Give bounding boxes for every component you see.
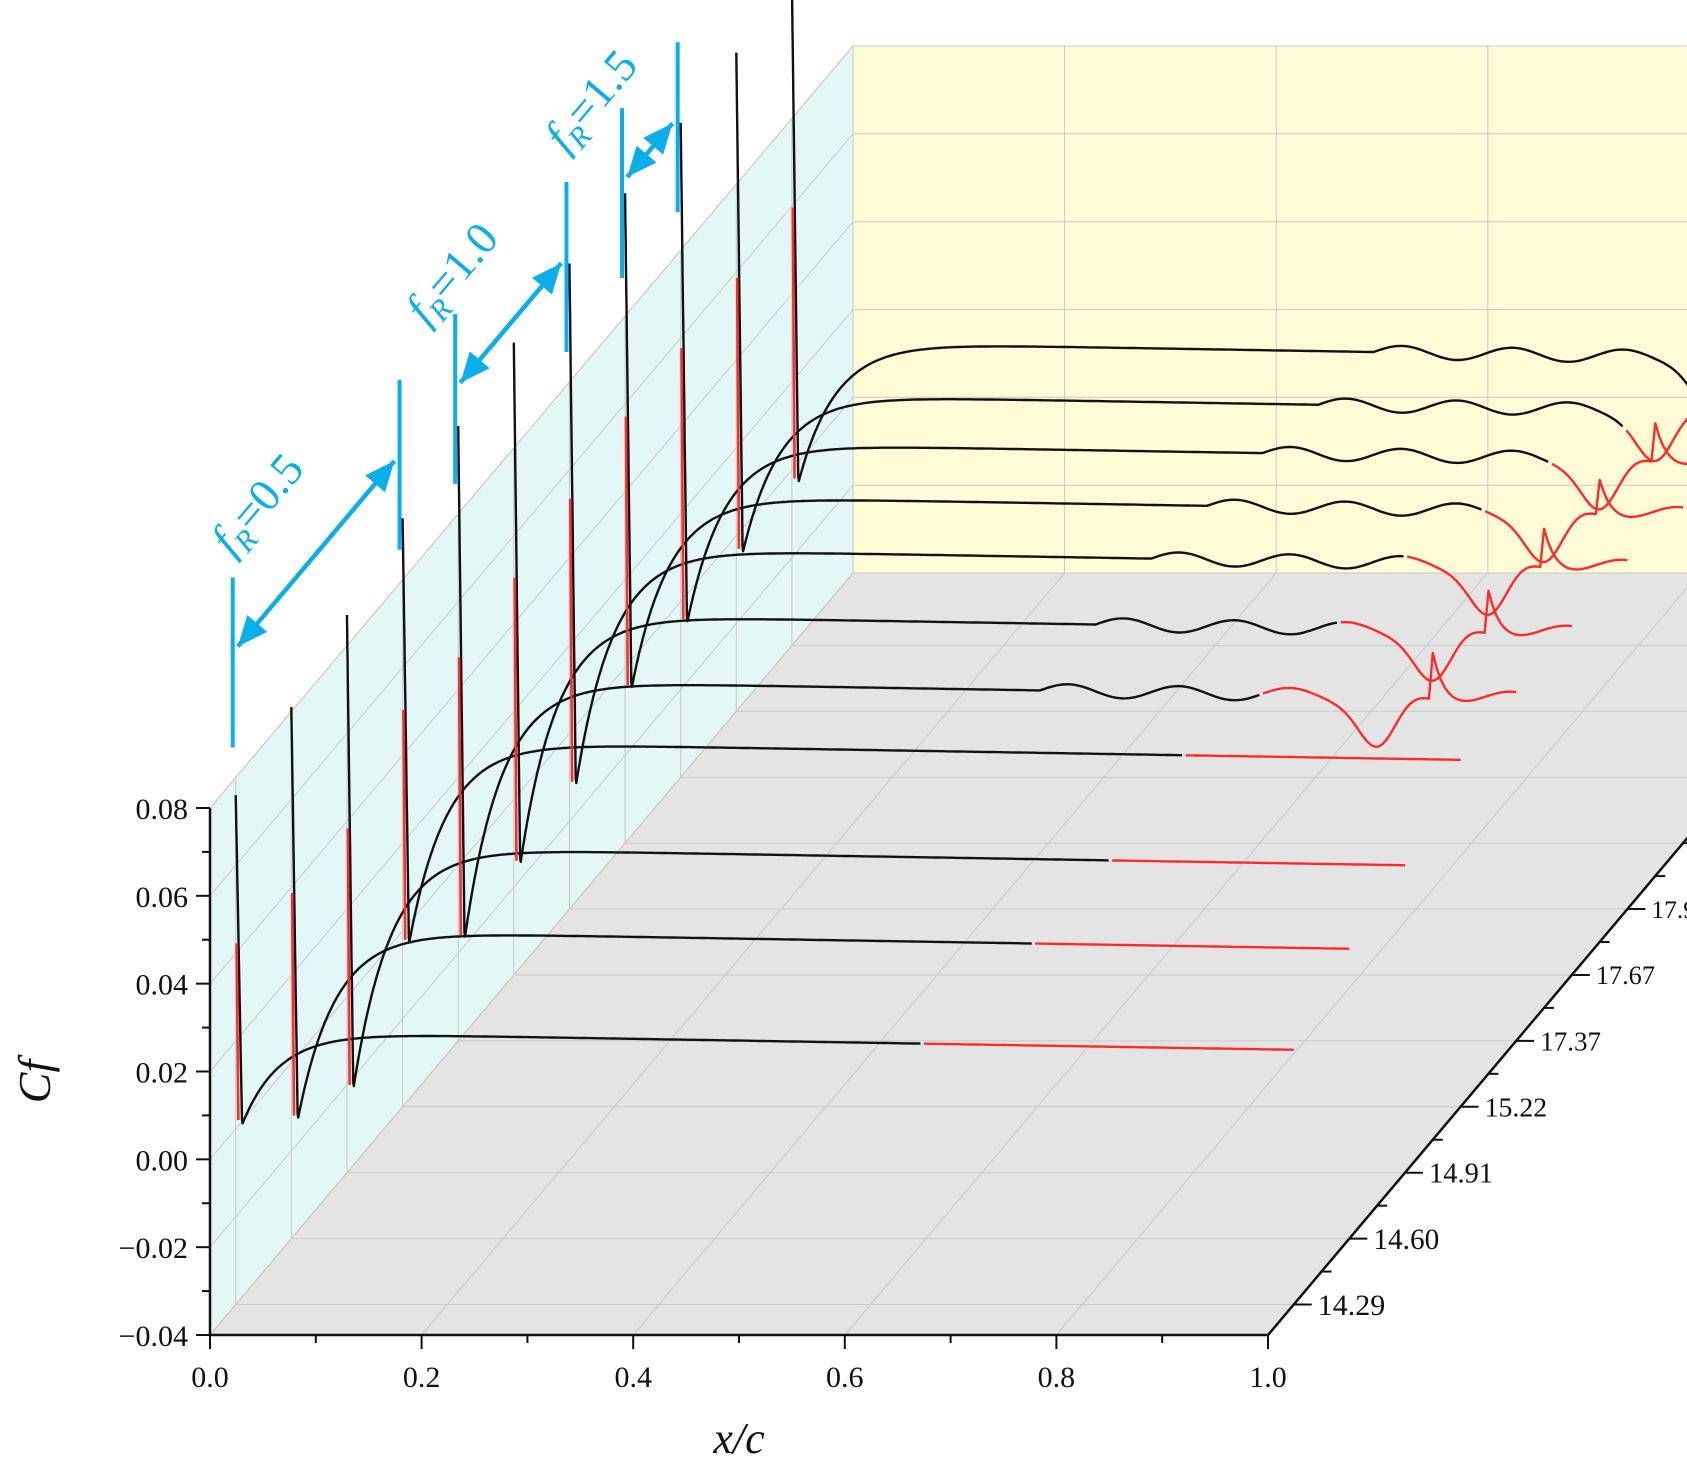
x-grid-line bbox=[1056, 586, 1687, 1336]
annotation-label: fR=1.0 bbox=[395, 213, 513, 338]
series-line-separated bbox=[1112, 859, 1406, 867]
series-line-attached bbox=[345, 615, 1109, 1088]
alpha-tick-label: 14.60 bbox=[1373, 1224, 1439, 1256]
annotation-arrow-head bbox=[237, 615, 268, 647]
x-tick-label: 0.6 bbox=[826, 1361, 864, 1394]
annotation-arrow-head bbox=[627, 145, 657, 177]
x-tick-label: 0.0 bbox=[191, 1361, 229, 1394]
y-tick-label: −0.02 bbox=[119, 1232, 188, 1265]
series-line-attached bbox=[290, 707, 1032, 1119]
x-tick-label: 0.8 bbox=[1038, 1361, 1076, 1394]
y-tick-label: 0.04 bbox=[136, 969, 189, 1002]
series-line-attached bbox=[568, 263, 1404, 785]
frequency-annotation: fR=1.5 bbox=[534, 40, 680, 279]
x-grid-line bbox=[632, 46, 1277, 1336]
y-tick-label: 0.08 bbox=[136, 793, 189, 826]
series-leading-edge-mark bbox=[346, 828, 351, 1085]
x-tick-label: 0.4 bbox=[614, 1361, 652, 1394]
series-line-attached bbox=[457, 425, 1260, 938]
y-tick-label: 0.06 bbox=[136, 881, 189, 914]
series-leading-edge-mark bbox=[735, 277, 741, 549]
depth-grid-line bbox=[290, 711, 1350, 1240]
series-leading-edge-mark bbox=[235, 943, 240, 1121]
series-line-attached bbox=[790, 0, 1687, 483]
series-line-separated bbox=[923, 1042, 1294, 1051]
y-tick-label: 0.02 bbox=[136, 1057, 189, 1090]
y-tick-label: −0.04 bbox=[119, 1320, 188, 1353]
depth-grid-line bbox=[346, 645, 1405, 1174]
x-grid-line bbox=[209, 46, 854, 1336]
series-line-attached bbox=[679, 122, 1549, 623]
annotation-arrow-shaft bbox=[236, 459, 397, 648]
x-tick-label: 1.0 bbox=[1249, 1361, 1287, 1394]
annotation-arrow-head bbox=[532, 263, 562, 295]
series-line-separated bbox=[1551, 422, 1687, 511]
annotation-arrow-head bbox=[460, 351, 490, 383]
series-line-attached bbox=[735, 52, 1624, 553]
series-line-separated bbox=[1625, 417, 1687, 463]
series-line-separated bbox=[1185, 754, 1461, 761]
x-grid-line bbox=[421, 46, 1066, 1336]
depth-grid-line bbox=[735, 184, 1687, 712]
y-tick-label: 0.00 bbox=[136, 1144, 189, 1177]
alpha-axis-line bbox=[1267, 836, 1687, 1336]
series-line-attached bbox=[234, 795, 921, 1125]
series-line-separated bbox=[1340, 589, 1572, 682]
series-leading-edge-mark bbox=[457, 657, 463, 936]
x-grid-line bbox=[844, 46, 1489, 1336]
annotation-arrow-head bbox=[643, 123, 673, 155]
annotation-arrow-head bbox=[365, 460, 395, 493]
depth-grid-line bbox=[791, 118, 1687, 646]
series-line-attached bbox=[401, 518, 1183, 943]
axis-panels bbox=[208, 44, 1687, 1337]
alpha-tick-label: 17.67 bbox=[1596, 961, 1655, 990]
alpha-tick-label: 17.37 bbox=[1540, 1026, 1601, 1056]
series-leading-edge-mark bbox=[624, 416, 630, 686]
axes: −0.04 −0.02 0.00 0.02 0.04 0.06 0.08 0.0 0.2 0.4 0… bbox=[119, 793, 1687, 1394]
series-leading-edge-mark bbox=[402, 709, 407, 940]
alpha-tick-label: 14.29 bbox=[1318, 1289, 1386, 1322]
alpha-tick-label: 14.91 bbox=[1429, 1159, 1493, 1190]
annotation-label: fR=1.5 bbox=[534, 40, 652, 165]
series-leading-edge-mark bbox=[791, 207, 796, 479]
annotation-label-value: =1.0 bbox=[415, 213, 508, 310]
x-tick-label: 0.2 bbox=[403, 1361, 441, 1394]
series-leading-edge-mark bbox=[568, 498, 574, 782]
annotation-label: fR=0.5 bbox=[200, 443, 318, 568]
alpha-tick-label: 15.22 bbox=[1485, 1092, 1548, 1123]
series-leading-edge-mark bbox=[290, 892, 296, 1116]
series-line-separated bbox=[1406, 527, 1628, 617]
alpha-tick-label: 17.96 bbox=[1651, 895, 1687, 924]
series-line-separated bbox=[1484, 478, 1684, 564]
series-line-separated bbox=[1035, 942, 1350, 950]
depth-grid-line bbox=[624, 316, 1684, 844]
series-line-attached bbox=[623, 193, 1482, 689]
depth-grid-line bbox=[680, 250, 1687, 778]
annotation-label-value: =0.5 bbox=[221, 443, 314, 540]
series-leading-edge-mark bbox=[680, 348, 685, 620]
series-line-attached bbox=[512, 342, 1338, 864]
y-axis-title: Cf bbox=[9, 1054, 60, 1104]
annotation-label-value: =1.5 bbox=[554, 40, 647, 137]
series-line-separated bbox=[1262, 651, 1517, 748]
series-leading-edge-mark bbox=[513, 577, 518, 861]
data-series bbox=[234, 0, 1687, 1125]
x-axis-title: x/c bbox=[712, 1414, 765, 1463]
